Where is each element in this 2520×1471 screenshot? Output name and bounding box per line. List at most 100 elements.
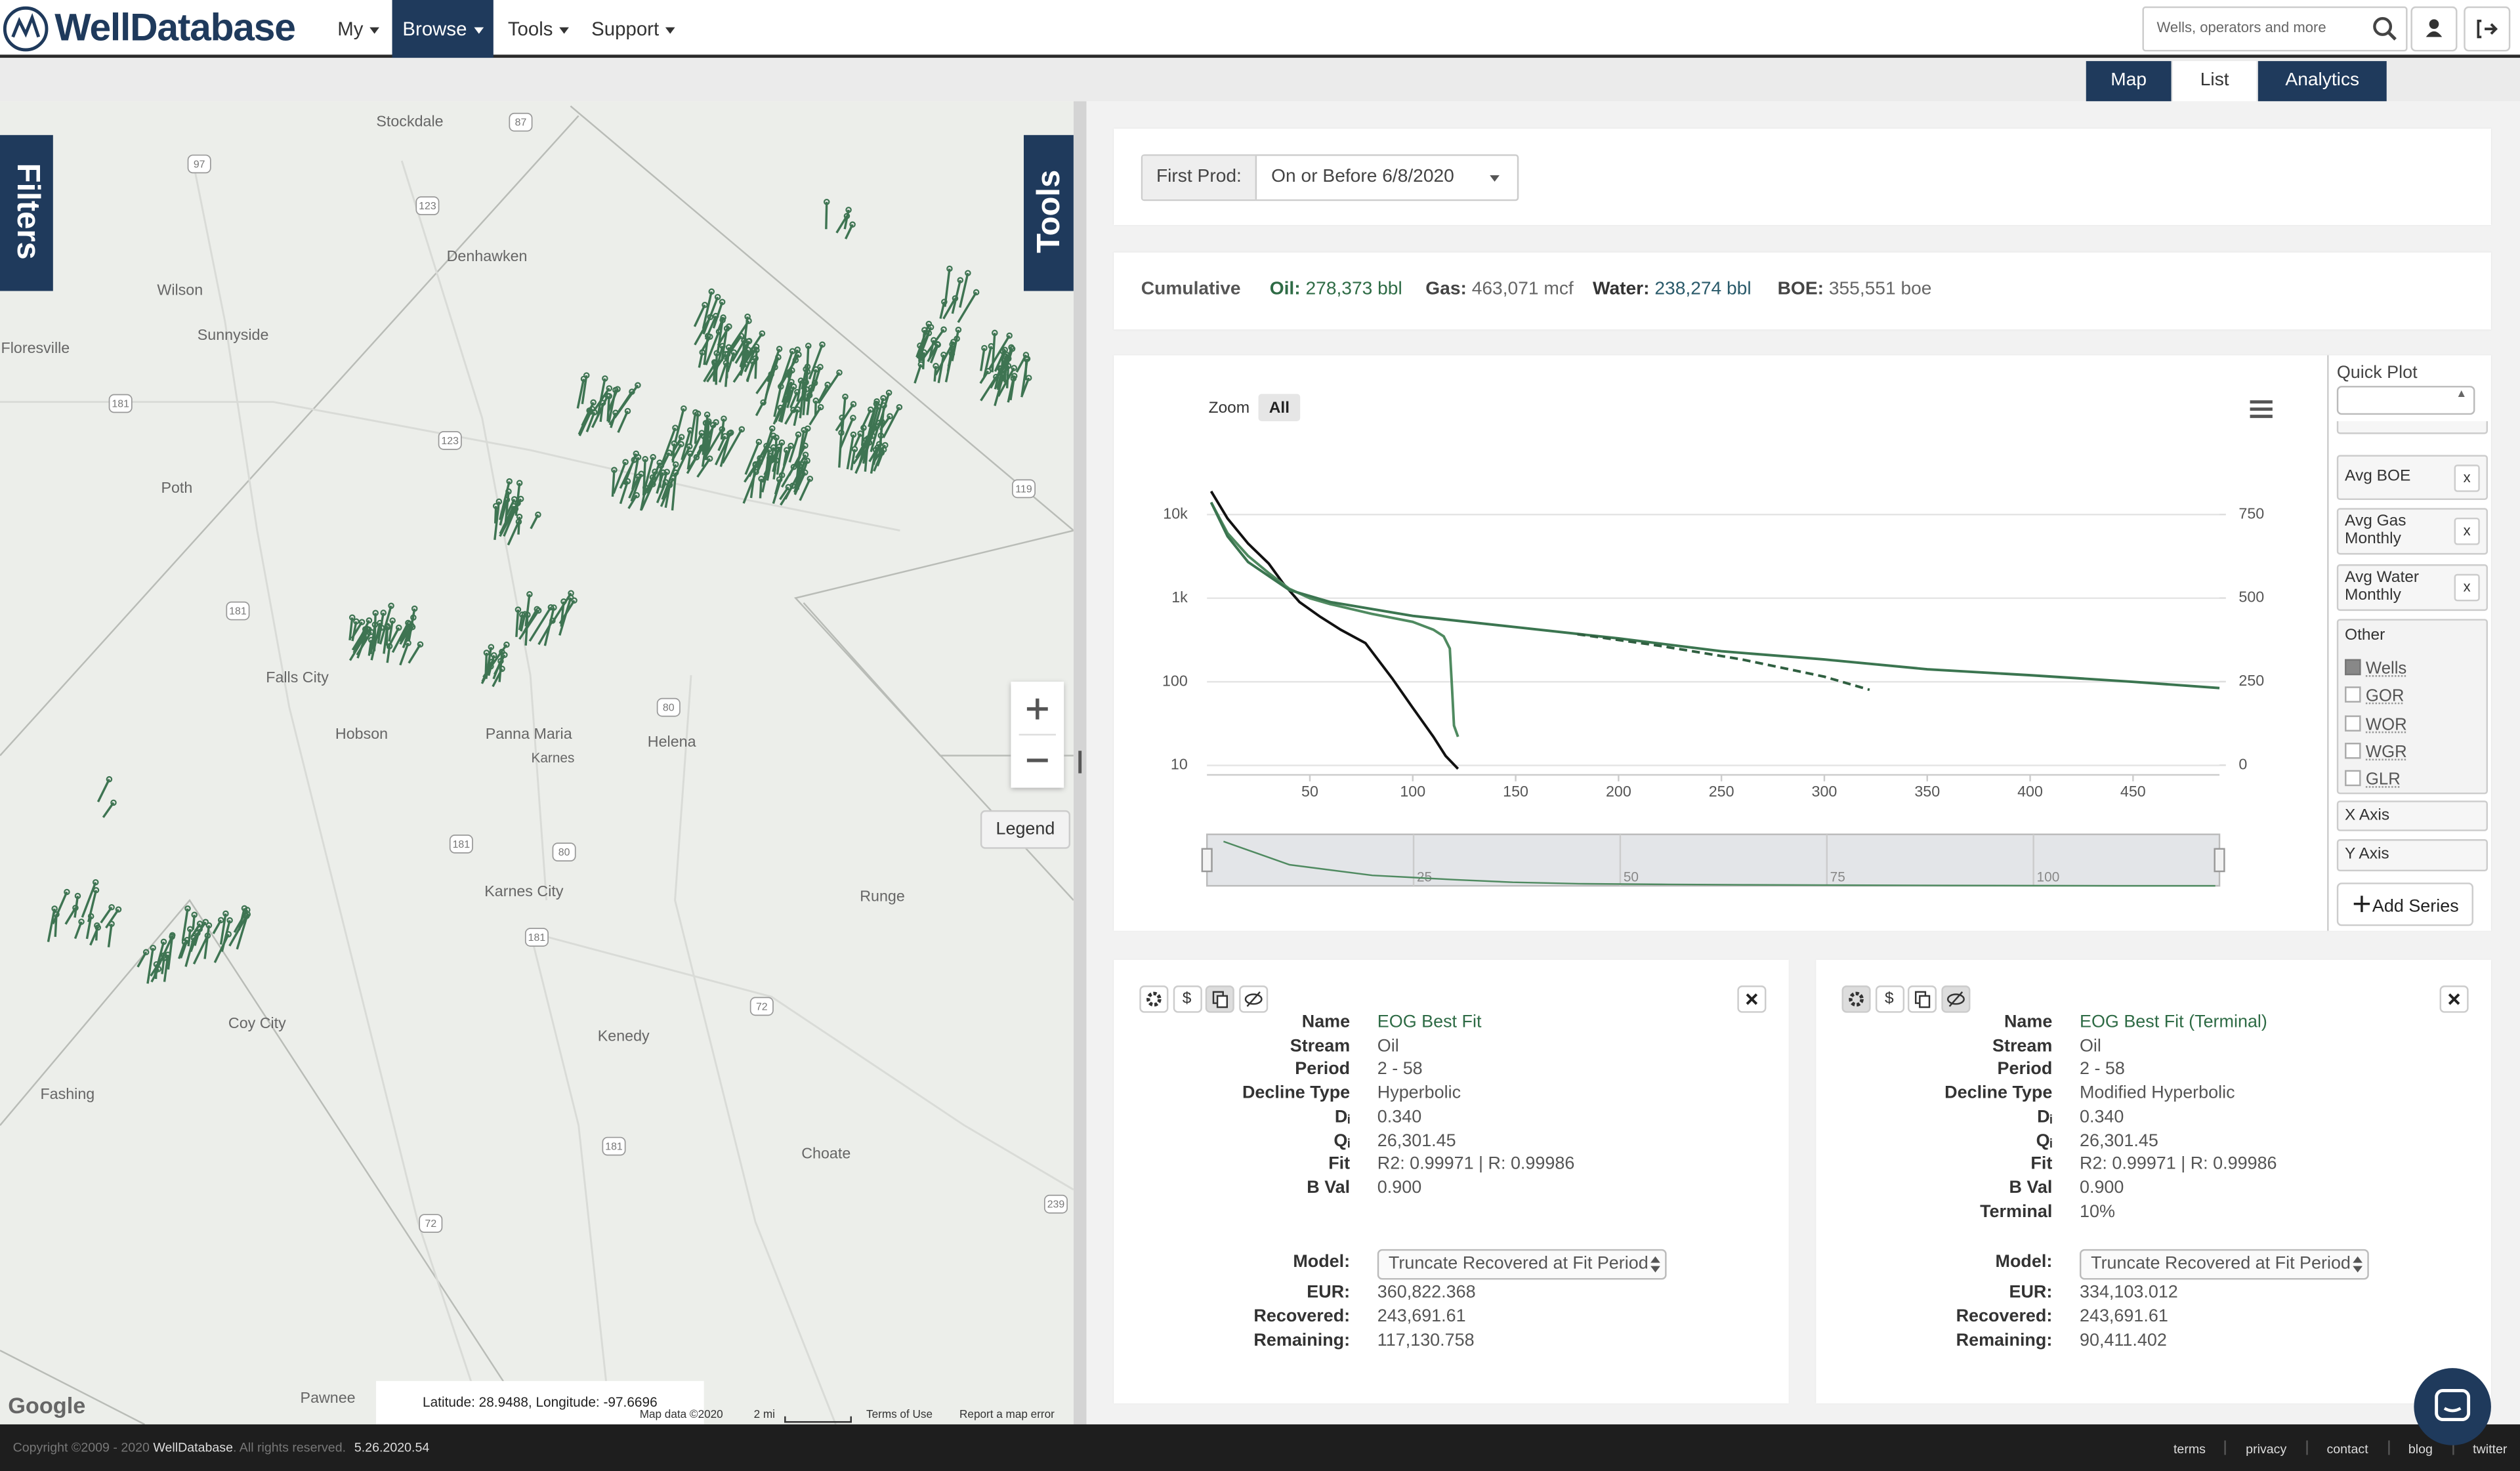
splitter[interactable]	[1073, 101, 1087, 1424]
remove-button[interactable]: x	[2454, 573, 2480, 602]
well-point	[763, 442, 770, 449]
cumulative-water: Water: 238,274 bbl	[1593, 280, 1752, 299]
view-tab[interactable]: Map	[2086, 61, 2172, 102]
zoom-icons[interactable]	[1011, 682, 1064, 788]
logo[interactable]: WellDatabase	[54, 6, 296, 50]
well-path	[877, 392, 891, 429]
select-arrows	[2353, 1256, 2363, 1273]
well-path	[746, 358, 757, 381]
field-value: 2 - 58	[1377, 1060, 1423, 1080]
logout-button[interactable]	[2464, 6, 2511, 52]
view-tab-active[interactable]: Analytics	[2258, 61, 2387, 102]
well-point	[992, 329, 998, 337]
nav-label: Browse	[402, 17, 467, 41]
zoom-all-label: All	[1269, 399, 1290, 417]
checkbox[interactable]	[2345, 686, 2361, 703]
checkbox[interactable]	[2345, 742, 2361, 759]
header: WellDatabase My Browse Tools Support Wel…	[0, 0, 2520, 58]
footer-link[interactable]: terms	[2173, 1441, 2206, 1457]
series-line	[1209, 501, 1460, 737]
well-point	[700, 433, 707, 440]
report-link[interactable]: Report a map error	[959, 1409, 1055, 1422]
zoom-all-button[interactable]	[1258, 394, 1301, 421]
nav-item[interactable]: Tools	[495, 0, 581, 58]
well-point	[92, 879, 99, 886]
filter-control[interactable]: First Prod: On or Before 6/8/2020	[1141, 154, 1519, 201]
footer-brand[interactable]: WellDatabase	[153, 1440, 233, 1455]
well-path	[934, 341, 955, 376]
well-point	[917, 342, 923, 349]
currency-button[interactable]: $	[1172, 985, 1202, 1013]
well-point	[802, 451, 809, 458]
footer-link[interactable]: contact	[2326, 1441, 2368, 1457]
well-point	[784, 396, 790, 403]
view-tab[interactable]: List	[2173, 61, 2257, 102]
navigator-window[interactable]	[1206, 833, 2221, 887]
search-box[interactable]: Wells, operators and more	[2142, 6, 2408, 52]
copy-button[interactable]	[1907, 985, 1937, 1013]
currency-button[interactable]: $	[1874, 985, 1904, 1013]
option-row[interactable]: GOR	[2345, 686, 2404, 706]
tools-tab[interactable]: Tools	[1024, 135, 1074, 291]
copy-button[interactable]	[1205, 985, 1234, 1013]
option-row[interactable]: GLR	[2345, 770, 2401, 790]
result-value: 360,822.368	[1377, 1283, 1476, 1302]
checkbox[interactable]	[2345, 659, 2361, 676]
well-path	[551, 592, 572, 624]
model-select[interactable]: Truncate Recovered at Fit Period	[2079, 1249, 2369, 1280]
chart-menu[interactable]	[2250, 400, 2273, 419]
checkbox[interactable]	[2345, 715, 2361, 731]
well-path	[220, 920, 231, 952]
visibility-button[interactable]	[1238, 985, 1268, 1013]
well-point	[411, 605, 418, 612]
attribution: Map data ©2020	[639, 1409, 723, 1422]
gear-button[interactable]	[1841, 985, 1871, 1013]
well-point	[106, 776, 113, 783]
remove-button[interactable]: x	[2454, 465, 2480, 492]
link-separator	[2305, 1440, 2308, 1455]
remove-button[interactable]: x	[2454, 517, 2480, 545]
well-path	[543, 607, 555, 646]
user-button[interactable]	[2410, 6, 2458, 52]
visibility-button[interactable]	[1941, 985, 1970, 1013]
filters-tab[interactable]: Filters	[0, 135, 53, 291]
navigator-handle[interactable]	[2214, 848, 2225, 873]
model-select[interactable]: Truncate Recovered at Fit Period	[1377, 1249, 1667, 1280]
navigator-label: 75	[1830, 869, 1845, 884]
well-path	[929, 344, 939, 363]
nav-item[interactable]: My	[326, 0, 390, 58]
well-point	[973, 289, 980, 296]
add-series-button[interactable]: ＋Add Series	[2336, 882, 2473, 926]
option-row[interactable]: WGR	[2345, 742, 2407, 762]
close-button[interactable]	[1737, 985, 1767, 1013]
footer-link[interactable]: blog	[2408, 1441, 2433, 1457]
chat-button[interactable]	[2414, 1368, 2491, 1445]
field-label: Terminal	[1980, 1201, 2053, 1222]
well-path	[181, 908, 189, 942]
quick-plot-select[interactable]: ▲	[2336, 386, 2475, 415]
wells	[47, 198, 1032, 984]
well-path	[799, 460, 808, 481]
axis-label: Y Axis	[2345, 845, 2389, 863]
option-row[interactable]: Wells	[2345, 659, 2406, 678]
well-path	[817, 371, 841, 404]
footer-link[interactable]: twitter	[2473, 1441, 2508, 1457]
footer-link[interactable]: privacy	[2246, 1441, 2287, 1457]
gear-button[interactable]	[1139, 985, 1169, 1013]
map[interactable]: Stockdale Wilson Sunnyside Floresville Denha…	[0, 101, 1074, 1424]
close-button[interactable]	[2439, 985, 2469, 1013]
terms-link[interactable]: Terms of Use	[866, 1409, 933, 1422]
checkbox[interactable]	[2345, 770, 2361, 787]
navigator-handle[interactable]	[1201, 848, 1213, 873]
option-row[interactable]: WOR	[2345, 715, 2407, 734]
well-point	[74, 892, 81, 900]
well-path	[703, 335, 709, 365]
nav-item-active[interactable]: Browse	[392, 0, 494, 58]
route-shield	[1043, 1194, 1068, 1214]
well-path	[702, 297, 719, 335]
axis-item[interactable]: X Axis	[2336, 800, 2488, 831]
well-path	[481, 661, 494, 682]
nav-item[interactable]: Support	[582, 0, 685, 58]
legend-button[interactable]: Legend	[980, 810, 1071, 849]
axis-item[interactable]: Y Axis	[2336, 839, 2488, 872]
